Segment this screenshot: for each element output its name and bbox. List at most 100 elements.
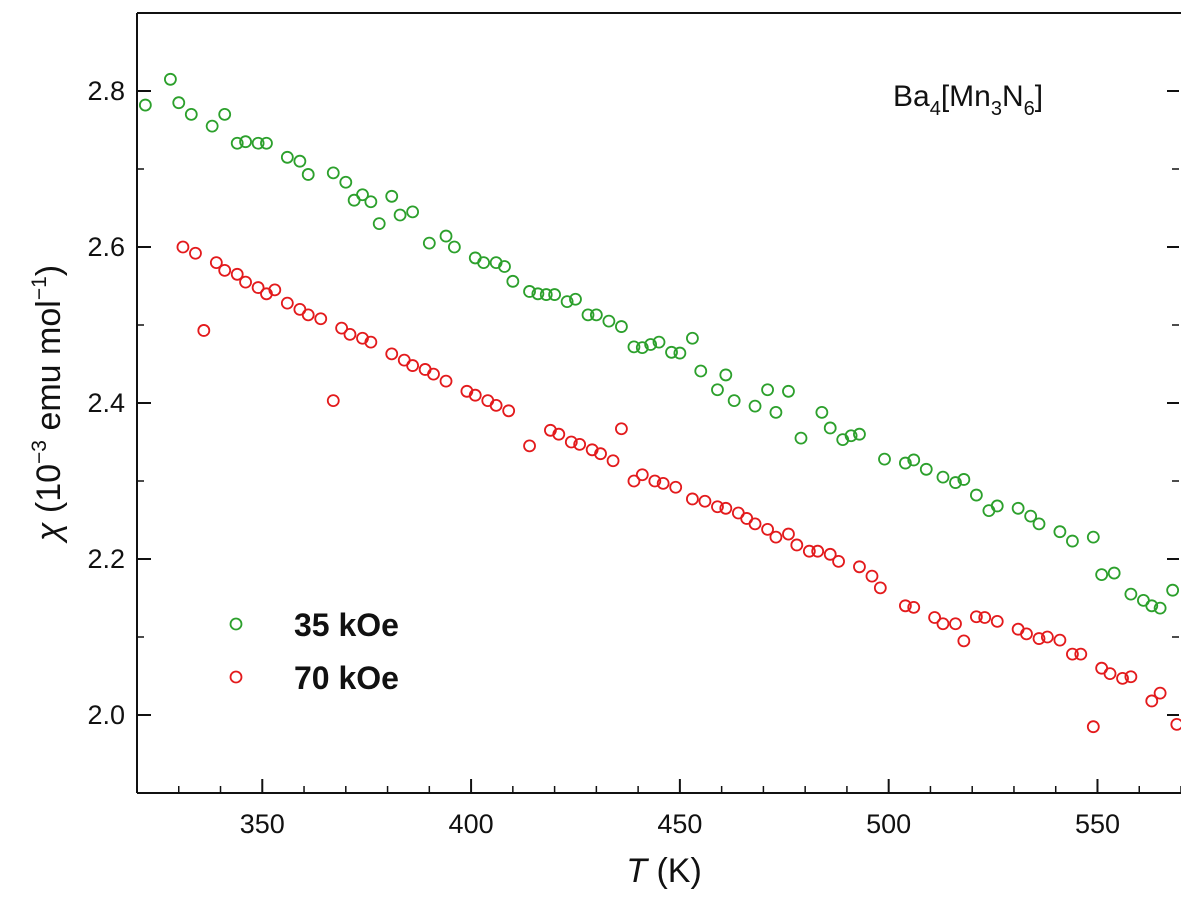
data-point (635, 468, 649, 482)
data-point (711, 500, 724, 514)
data-point (802, 544, 816, 558)
data-point (314, 312, 328, 326)
data-point (1095, 568, 1109, 581)
data-point (606, 454, 620, 468)
x-tick-label: 450 (657, 809, 702, 839)
data-point (506, 274, 520, 288)
data-point (197, 324, 211, 337)
data-point (251, 281, 265, 294)
data-point (531, 287, 545, 301)
data-point (673, 346, 687, 360)
data-point (748, 399, 762, 413)
data-point (589, 308, 603, 322)
data-point (477, 256, 491, 270)
y-tick-label: 2.0 (87, 700, 125, 730)
series-35-kOe (138, 72, 1180, 615)
data-point (468, 251, 482, 265)
data-point (694, 364, 708, 378)
data-point (189, 246, 202, 260)
legend-marker-70-kOe (229, 670, 243, 684)
data-point (552, 427, 566, 441)
data-point (928, 611, 942, 624)
x-axis-label: T (K) (626, 852, 702, 890)
data-point (138, 98, 152, 112)
data-point (978, 611, 992, 624)
data-point (239, 275, 252, 289)
data-point (949, 476, 962, 489)
data-point (719, 368, 733, 382)
data-point (1086, 720, 1100, 734)
x-axis-ticks: 350 400 450 500 550 (136, 779, 1181, 839)
data-point (1066, 647, 1079, 661)
data-point (761, 383, 774, 397)
data-point (1166, 583, 1180, 597)
data-point (364, 335, 378, 349)
data-point (844, 429, 858, 443)
data-point (1066, 534, 1079, 548)
data-point (898, 599, 912, 613)
data-point (301, 168, 315, 181)
series-70-kOe (176, 240, 1181, 734)
data-point (326, 394, 340, 408)
data-point (815, 405, 829, 419)
data-point (439, 229, 453, 243)
data-point (853, 427, 866, 441)
data-point (1053, 633, 1067, 647)
data-point (635, 341, 649, 355)
data-point (627, 474, 641, 488)
y-tick-label: 2.2 (87, 544, 125, 574)
data-point (560, 295, 574, 309)
data-point (1153, 686, 1167, 700)
data-point (615, 320, 628, 333)
data-point (293, 154, 307, 168)
right-axis-ticks (1167, 90, 1179, 716)
data-point (936, 470, 950, 484)
data-point (1116, 671, 1129, 685)
data-point (865, 569, 879, 583)
data-point (184, 108, 198, 121)
data-point (644, 338, 658, 351)
data-point (919, 462, 933, 476)
x-tick-label: 500 (866, 809, 911, 839)
data-point (615, 422, 628, 436)
legend-label-70-kOe: 70 kOe (294, 660, 399, 696)
data-point (823, 547, 837, 561)
data-point (711, 383, 724, 397)
data-point (481, 394, 495, 408)
data-point (1107, 566, 1121, 580)
data-point (719, 501, 733, 515)
data-point (832, 554, 845, 568)
data-point (205, 119, 219, 133)
data-point (164, 72, 177, 86)
data-point (468, 388, 482, 402)
data-point (1170, 717, 1181, 731)
data-point (447, 240, 461, 254)
data-point (1124, 670, 1138, 684)
data-point (418, 363, 432, 376)
legend-label-35-kOe: 35 kOe (294, 607, 399, 643)
data-point (761, 522, 774, 536)
data-point (969, 610, 983, 624)
data-point (176, 240, 190, 254)
data-point (1103, 667, 1117, 681)
data-point (648, 474, 662, 488)
data-point (523, 439, 536, 453)
data-point (539, 288, 553, 301)
y-axis-ticks: 2.0 2.2 2.4 2.6 2.8 (87, 76, 151, 730)
legend: 35 kOe 70 kOe (229, 607, 399, 696)
data-point (385, 189, 399, 203)
x-tick-label: 550 (1075, 809, 1120, 839)
data-point (1032, 632, 1046, 645)
data-point (406, 359, 420, 372)
data-point (569, 292, 582, 306)
y-tick-label: 2.8 (87, 76, 125, 106)
data-point (372, 217, 386, 231)
y-axis-label: χ (10−3 emu mol−1) (28, 265, 68, 544)
data-point (769, 405, 783, 419)
data-point (523, 285, 536, 298)
data-point (326, 166, 340, 180)
data-point (439, 374, 453, 388)
data-point (239, 135, 252, 149)
data-point (1145, 599, 1159, 613)
